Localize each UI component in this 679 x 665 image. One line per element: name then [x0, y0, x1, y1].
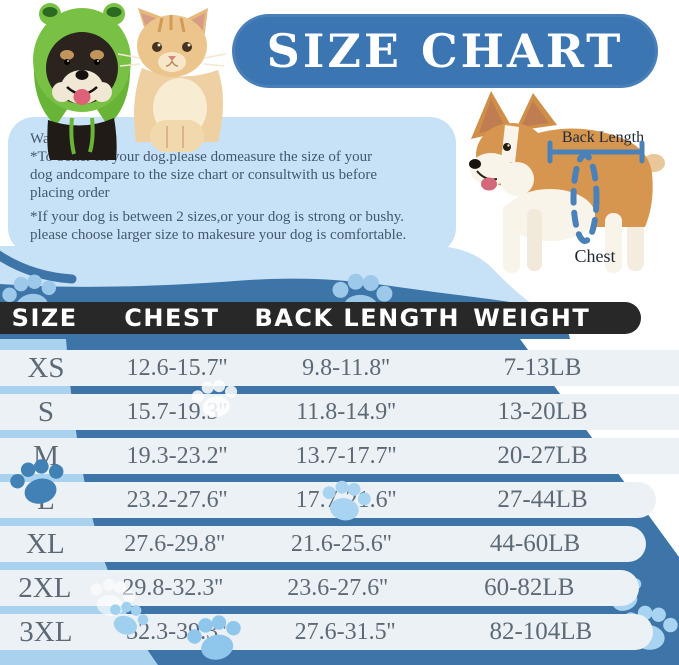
back-length-label: Back Length [562, 129, 644, 146]
cat-head [137, 15, 207, 77]
weight-cell: 27-44LB [497, 486, 588, 513]
dog-tongue [73, 89, 91, 105]
chest-measure-ellipse [570, 152, 600, 244]
weight-cell: 7-13LB [503, 354, 582, 381]
weight-cell: 60-82LB [484, 574, 575, 601]
chest-cell: 15.7-19.3'' [126, 398, 228, 425]
cat-forehead-stripes [157, 15, 186, 33]
eye-glint [507, 144, 510, 147]
back-length-cell: 23.6-27.6'' [287, 574, 388, 601]
size-cell: XS [27, 351, 65, 384]
column-header-size: SIZE [11, 304, 78, 332]
cat-whiskers [117, 53, 227, 67]
chest-cell: 27.6-29.8'' [124, 530, 225, 557]
hood-string [88, 117, 95, 153]
corgi-blaze [501, 125, 519, 163]
dog-eyebrow [90, 50, 104, 60]
table-header-bar: SIZE CHEST BACK LENGTH WEIGHT [0, 302, 641, 334]
warm-tips-box: Warm Tips *To better fit your dog.please… [8, 117, 456, 254]
chest-label: Chest [574, 246, 615, 266]
weight-cell: 13-20LB [497, 398, 588, 425]
back-length-cell: 17.7-21.6'' [295, 486, 397, 513]
page-title: SIZE CHART [266, 24, 624, 78]
corgi-leg [605, 213, 622, 273]
frog-hood-eyelid [106, 7, 122, 17]
cat-paw [150, 120, 204, 152]
eye-glint [187, 43, 191, 47]
corgi-cheek [500, 162, 534, 196]
weight-cell: 20-27LB [497, 442, 588, 469]
dog-muzzle [61, 70, 103, 104]
back-length-cell: 13.7-17.7'' [295, 442, 397, 469]
back-length-measure-line [547, 140, 645, 164]
table-row-s: S 15.7-19.3'' 11.8-14.9'' 13-20LB [0, 394, 679, 430]
chest-cell: 19.3-23.2'' [126, 442, 228, 469]
cat-nose [168, 56, 176, 61]
corgi-eye [503, 143, 511, 151]
table-row-3xl: 3XL 32.3-39.3'' 27.6-31.5'' 82-104LB [0, 614, 653, 650]
column-header-weight: WEIGHT [473, 304, 591, 332]
back-length-cell: 9.8-11.8'' [302, 354, 390, 381]
frog-hood-eyelid [42, 7, 58, 17]
weight-cell: 82-104LB [489, 618, 593, 645]
size-cell: S [37, 395, 55, 428]
column-header-back-length: BACK LENGTH [254, 304, 460, 332]
back-length-cell: 21.6-25.6'' [290, 530, 392, 557]
dog-eyebrow [60, 50, 74, 60]
dog-eye [64, 59, 70, 65]
dog-eye [94, 59, 100, 65]
hood-string [69, 117, 76, 155]
cat-paw-toes [166, 126, 184, 148]
corgi-measurement-diagram: Back Length Chest [469, 91, 665, 273]
cat-inner-ear [190, 13, 205, 34]
eye-glint [157, 43, 161, 47]
cat-eye [182, 42, 192, 52]
weight-cell: 44-60LB [489, 530, 581, 557]
cat-mouth [165, 60, 179, 67]
table-row-m: M 19.3-23.2'' 13.7-17.7'' 20-27LB [0, 438, 679, 474]
back-length-cell: 11.8-14.9'' [296, 398, 396, 425]
size-cell: XL [26, 527, 65, 560]
corgi-tongue [481, 177, 497, 191]
size-cell: 3XL [19, 615, 73, 648]
corgi-leg [527, 209, 542, 271]
size-cell: M [33, 439, 59, 472]
table-row-xl: XL 27.6-29.8'' 21.6-25.6'' 44-60LB [0, 526, 646, 562]
swoosh-stroke [0, 250, 77, 284]
chest-cell: 32.3-39.3'' [126, 618, 227, 645]
dog-nose [75, 70, 89, 80]
size-cell: 2XL [18, 571, 72, 604]
column-header-chest: CHEST [124, 304, 220, 332]
warm-tips-paragraph-2: *If your dog is between 2 sizes,or your … [30, 209, 407, 243]
cat-eye [152, 42, 162, 52]
eye-glint [67, 60, 69, 62]
dog-body [47, 118, 117, 160]
chest-cell: 12.6-15.7'' [126, 354, 228, 381]
corgi-inner-ear [479, 99, 505, 133]
eye-glint [97, 60, 99, 62]
dog-and-cat-photo [33, 3, 227, 160]
corgi-nose [469, 159, 481, 169]
chest-cell: 23.2-27.6'' [126, 486, 228, 513]
back-length-cell: 27.6-31.5'' [294, 618, 396, 645]
corgi-inner-ear [521, 101, 549, 127]
table-row-xs: XS 12.6-15.7'' 9.8-11.8'' 7-13LB [0, 350, 679, 386]
title-banner: SIZE CHART [232, 14, 658, 88]
chest-cell: 29.8-32.3'' [122, 574, 223, 601]
table-row-2xl: 2XL 29.8-32.3'' 23.6-27.6'' 60-82LB [0, 570, 639, 606]
size-cell: L [37, 483, 55, 516]
table-row-l: L 23.2-27.6'' 17.7-21.6'' 27-44LB [0, 482, 656, 518]
corgi-leg [503, 203, 520, 273]
